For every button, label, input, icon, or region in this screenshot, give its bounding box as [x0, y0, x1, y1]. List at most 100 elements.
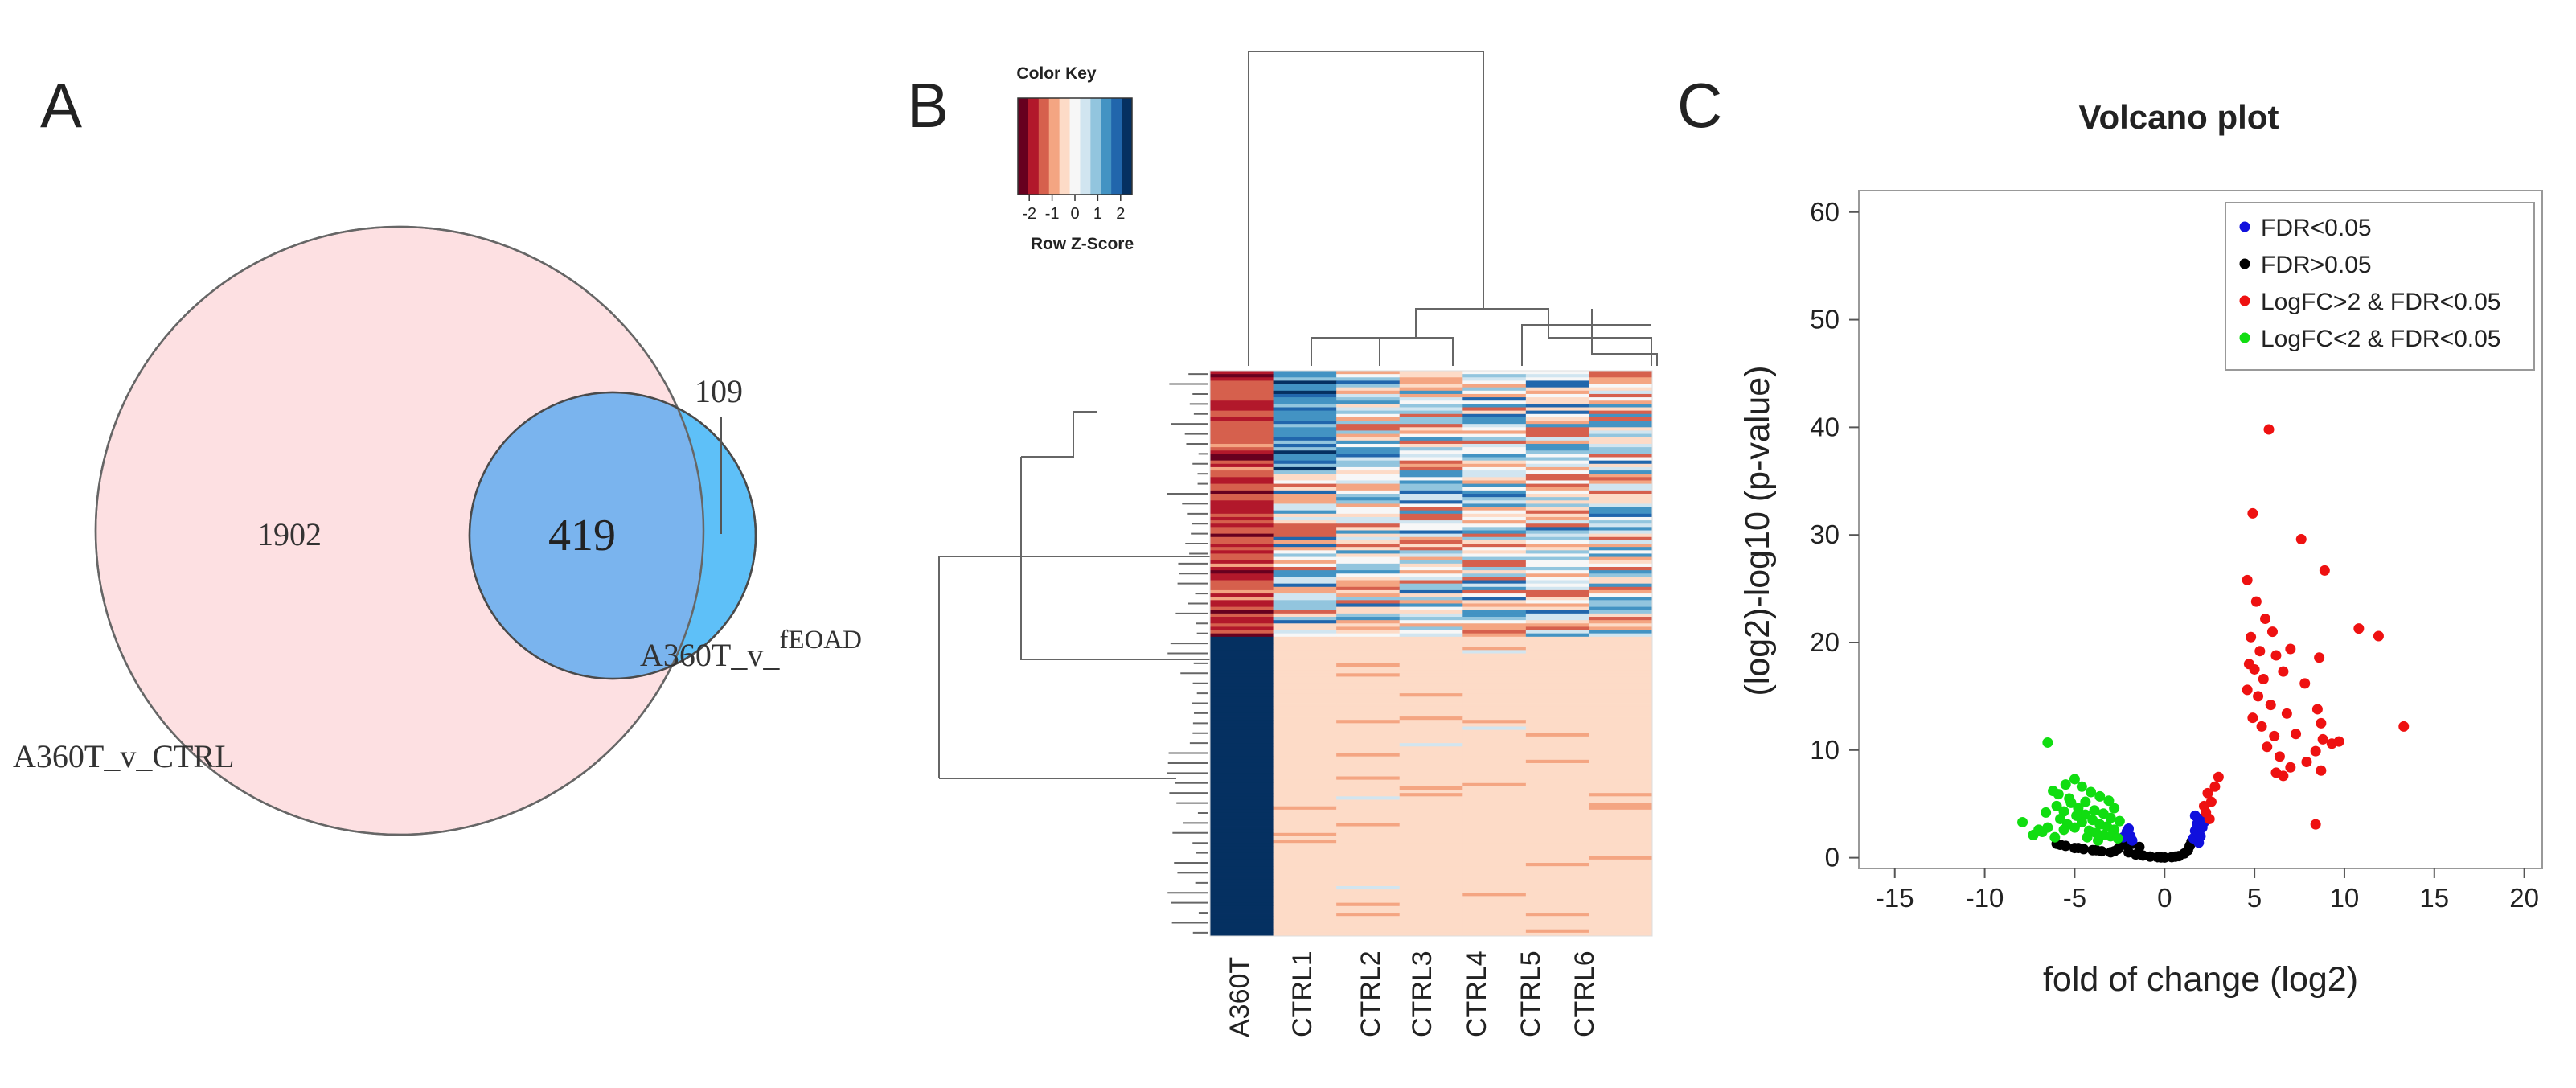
heatmap-cell [1210, 893, 1274, 897]
heatmap-cell [1525, 786, 1589, 790]
heatmap-cell [1589, 846, 1653, 850]
heatmap-cell [1462, 620, 1527, 624]
heatmap-cell [1462, 786, 1527, 790]
color-key-swatch [1111, 98, 1122, 195]
volcano-point [2090, 844, 2102, 856]
heatmap-cell [1273, 483, 1337, 488]
heatmap-cell [1399, 782, 1463, 787]
heatmap-cell [1525, 500, 1589, 504]
heatmap-cell [1210, 743, 1274, 747]
heatmap-cell [1525, 896, 1589, 900]
heatmap-cell [1210, 899, 1274, 904]
heatmap-cell [1336, 500, 1401, 504]
heatmap-cell [1399, 487, 1463, 491]
heatmap-cell [1525, 770, 1589, 774]
color-key-title: Color Key [1016, 64, 1097, 83]
heatmap-cell [1462, 437, 1527, 441]
heatmap-cell [1462, 530, 1527, 535]
heatmap-cell [1210, 650, 1274, 654]
heatmap-cell [1589, 759, 1653, 764]
heatmap-cell [1525, 516, 1589, 521]
heatmap-cell [1210, 720, 1274, 724]
heatmap-cell [1399, 806, 1463, 811]
heatmap-cell [1589, 913, 1653, 917]
heatmap-cell [1336, 494, 1401, 498]
heatmap-cell [1210, 696, 1274, 700]
heatmap-cell [1399, 454, 1463, 458]
heatmap-cell [1273, 916, 1337, 920]
heatmap-cell [1462, 626, 1527, 630]
heatmap-cell [1336, 779, 1401, 784]
heatmap-cell [1525, 723, 1589, 727]
heatmap-cell [1525, 387, 1589, 392]
heatmap-cell [1399, 762, 1463, 767]
venn-set2-label-main: A360T_v_ [640, 637, 780, 673]
volcano-point [2250, 596, 2262, 607]
heatmap-cell [1210, 636, 1274, 641]
heatmap-cell [1462, 483, 1527, 488]
heatmap-cell [1589, 723, 1653, 727]
heatmap-cell [1399, 516, 1463, 521]
heatmap-cell [1589, 387, 1653, 392]
heatmap-cell [1462, 413, 1527, 418]
heatmap-cell [1589, 876, 1653, 881]
heatmap-cell [1525, 544, 1589, 548]
heatmap-cell [1336, 782, 1401, 787]
volcano-point [2049, 831, 2061, 843]
color-key-swatch [1018, 98, 1029, 195]
heatmap-cell [1525, 849, 1589, 854]
heatmap-cell [1462, 647, 1527, 651]
heatmap-cell [1462, 633, 1527, 638]
heatmap-cell [1273, 384, 1337, 388]
heatmap-cell [1589, 470, 1653, 474]
heatmap-cell [1399, 603, 1463, 608]
color-key-tick-label: -2 [1022, 205, 1036, 223]
heatmap-cell [1336, 885, 1401, 890]
heatmap-cell [1399, 480, 1463, 484]
heatmap-cell [1210, 885, 1274, 890]
heatmap-cell [1399, 840, 1463, 844]
heatmap-cell [1399, 510, 1463, 515]
heatmap-cell [1462, 849, 1527, 854]
heatmap-cell [1210, 397, 1274, 401]
heatmap-cell [1525, 762, 1589, 767]
heatmap-cell [1336, 812, 1401, 817]
heatmap-cell [1210, 474, 1274, 478]
heatmap-cell [1462, 706, 1527, 711]
heatmap-cell [1210, 390, 1274, 395]
heatmap-cell [1525, 371, 1589, 375]
heatmap-cell [1336, 393, 1401, 398]
heatmap-cell [1273, 905, 1337, 910]
heatmap-cell [1399, 613, 1463, 618]
volcano-point [2285, 643, 2296, 655]
heatmap-cell [1525, 457, 1589, 462]
heatmap-cell [1399, 424, 1463, 428]
heatmap-cell [1336, 407, 1401, 412]
heatmap-frame [1209, 370, 1653, 937]
heatmap-cell [1589, 709, 1653, 714]
heatmap-cell [1589, 377, 1653, 381]
heatmap-cell [1336, 749, 1401, 753]
heatmap-cell [1589, 902, 1653, 907]
heatmap-cell [1210, 610, 1274, 614]
heatmap-cell [1210, 659, 1274, 664]
heatmap-cell [1210, 580, 1274, 585]
heatmap-cell [1462, 929, 1527, 934]
heatmap-cell [1273, 503, 1337, 507]
heatmap-cell [1336, 790, 1401, 794]
heatmap-cell [1462, 417, 1527, 421]
heatmap-cell [1525, 593, 1589, 597]
heatmap-cell [1589, 536, 1653, 541]
heatmap-cell [1273, 899, 1337, 904]
volcano-point [2311, 704, 2323, 715]
heatmap-cell [1210, 683, 1274, 688]
volcano-point [2281, 708, 2292, 719]
heatmap-cell [1210, 466, 1274, 471]
heatmap-cell [1399, 397, 1463, 401]
heatmap-cell [1589, 893, 1653, 897]
heatmap-cell [1399, 410, 1463, 415]
heatmap-cell [1399, 586, 1463, 591]
heatmap-cell [1525, 686, 1589, 691]
heatmap-cell [1210, 527, 1274, 531]
heatmap-cell [1336, 922, 1401, 926]
